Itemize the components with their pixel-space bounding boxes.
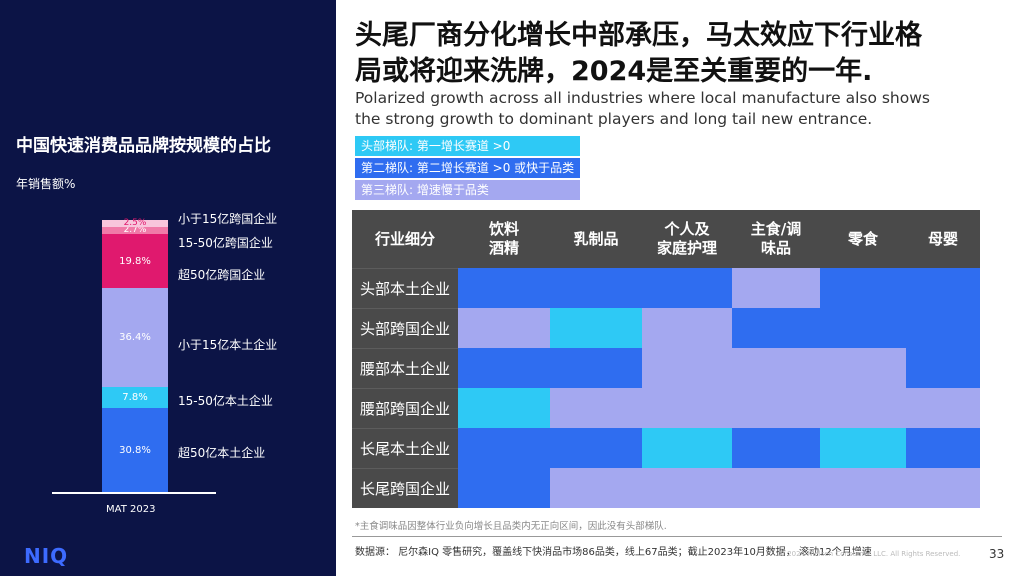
legend-item-tier2: 第二梯队: 第二增长赛道 >0 或快于品类: [355, 158, 581, 178]
matrix-row: 长尾本土企业: [352, 428, 980, 468]
source-note: 数据源： 尼尔森IQ 零售研究，覆盖线下快消品市场86品类，线上67品类；截止2…: [355, 547, 872, 558]
matrix-column-header: 母婴: [927, 229, 958, 248]
matrix-column-header: 主食/调 味品: [750, 220, 802, 257]
matrix-cell-t2: [642, 268, 732, 308]
matrix-column-header: 乳制品: [573, 229, 619, 248]
matrix-cell-t2: [732, 428, 820, 468]
copyright-watermark: © 2024 Nielsen Consumer LLC. All Rights …: [778, 550, 961, 558]
matrix-cell-t2: [458, 268, 550, 308]
series-label: 15-50亿跨国企业: [178, 236, 273, 250]
matrix-row: 腰部跨国企业: [352, 388, 980, 428]
matrix-cell-t2: [906, 428, 980, 468]
chart-title: 中国快速消费品品牌按规模的占比: [16, 136, 271, 156]
series-label: 超50亿跨国企业: [178, 268, 266, 282]
series-label: 超50亿本土企业: [178, 446, 266, 460]
matrix-cell-t3: [732, 388, 820, 428]
matrix-row: 头部本土企业: [352, 268, 980, 308]
series-label: 15-50亿本土企业: [178, 394, 273, 408]
matrix-row-label: 头部本土企业: [352, 268, 458, 308]
subtitle: Polarized growth across all industries w…: [355, 88, 1005, 130]
subtitle-line-2: the strong growth to dominant players an…: [355, 110, 873, 128]
matrix-cell-t2: [550, 268, 642, 308]
matrix-cell-t3: [906, 388, 980, 428]
page-number: 33: [989, 547, 1005, 561]
matrix-column-header: 零食: [847, 229, 878, 248]
matrix-cell-t3: [820, 388, 906, 428]
matrix-cell-t3: [642, 308, 732, 348]
matrix-cell-t2: [458, 348, 550, 388]
left-panel: [0, 0, 336, 576]
growth-matrix: 行业细分 饮料 酒精 乳制品 个人及 家庭护理 主食/调 味品 零食 母婴头部本土企业 头部跨…: [352, 210, 980, 508]
matrix-cell-t3: [642, 348, 732, 388]
matrix-cell-t2: [458, 428, 550, 468]
series-label: 小于15亿跨国企业: [178, 212, 278, 226]
matrix-cell-t3: [550, 388, 642, 428]
matrix-cell-t2: [906, 348, 980, 388]
category-label: MAT 2023: [106, 504, 156, 515]
subtitle-line-1: Polarized growth across all industries w…: [355, 89, 930, 107]
matrix-cell-t3: [732, 348, 820, 388]
matrix-cell-t2: [732, 308, 820, 348]
matrix-cell-t3: [906, 468, 980, 508]
bar-segment: 7.8%: [102, 387, 168, 409]
matrix-row-label: 腰部本土企业: [352, 348, 458, 388]
divider: [352, 536, 1002, 537]
matrix-cell-t3: [820, 468, 906, 508]
chart-subtitle: 年销售额%: [16, 177, 76, 191]
headline-line-2: 局或将迎来洗牌，2024是至关重要的一年.: [355, 56, 873, 87]
legend: 头部梯队: 第一增长赛道 >0 第二梯队: 第二增长赛道 >0 或快于品类 第三…: [355, 136, 581, 202]
headline-line-1: 头尾厂商分化增长中部承压，马太效应下行业格: [355, 20, 922, 51]
matrix-cell-t3: [642, 388, 732, 428]
chart-baseline: [52, 492, 216, 494]
matrix-row: 头部跨国企业: [352, 308, 980, 348]
series-label: 小于15亿本土企业: [178, 338, 278, 352]
matrix-row-label: 腰部跨国企业: [352, 388, 458, 428]
matrix-cell-t2: [550, 348, 642, 388]
bar-segment: 2.7%: [102, 225, 168, 235]
matrix-cell-t3: [732, 468, 820, 508]
matrix-cell-t3: [820, 348, 906, 388]
matrix-cell-t1: [550, 308, 642, 348]
matrix-row-label: 长尾本土企业: [352, 428, 458, 468]
bar-segment: 19.8%: [102, 234, 168, 288]
matrix-cell-t2: [906, 268, 980, 308]
matrix-cell-t1: [820, 428, 906, 468]
matrix-cell-t1: [642, 428, 732, 468]
matrix-cell-t3: [732, 268, 820, 308]
matrix-cell-t2: [820, 308, 906, 348]
matrix-column-header: 饮料 酒精: [488, 220, 519, 257]
legend-item-tier1: 头部梯队: 第一增长赛道 >0: [355, 136, 581, 156]
matrix-row-label: 头部跨国企业: [352, 308, 458, 348]
footnote: *主食调味品因整体行业负向增长且品类内无正向区间，因此没有头部梯队.: [355, 521, 667, 532]
bar-segment: 2.5%: [102, 219, 168, 227]
matrix-header: 行业细分 饮料 酒精 乳制品 个人及 家庭护理 主食/调 味品 零食 母婴: [352, 210, 980, 268]
niq-logo: NIQ: [24, 544, 69, 568]
matrix-cell-t3: [642, 468, 732, 508]
matrix-corner-label: 行业细分: [374, 229, 435, 248]
matrix-cell-t1: [458, 388, 550, 428]
matrix-cell-t3: [550, 468, 642, 508]
legend-item-tier3: 第三梯队: 增速慢于品类: [355, 180, 581, 200]
matrix-cell-t2: [820, 268, 906, 308]
matrix-row: 长尾跨国企业: [352, 468, 980, 508]
headline: 头尾厂商分化增长中部承压，马太效应下行业格 局或将迎来洗牌，2024是至关重要的…: [355, 18, 1005, 90]
bar-segment: 30.8%: [102, 408, 168, 492]
matrix-cell-t3: [458, 308, 550, 348]
matrix-cell-t2: [458, 468, 550, 508]
matrix-row: 腰部本土企业: [352, 348, 980, 388]
matrix-cell-t2: [906, 308, 980, 348]
matrix-row-label: 长尾跨国企业: [352, 468, 458, 508]
bar-segment: 36.4%: [102, 288, 168, 387]
matrix-column-header: 个人及 家庭护理: [656, 220, 717, 257]
matrix-cell-t2: [550, 428, 642, 468]
